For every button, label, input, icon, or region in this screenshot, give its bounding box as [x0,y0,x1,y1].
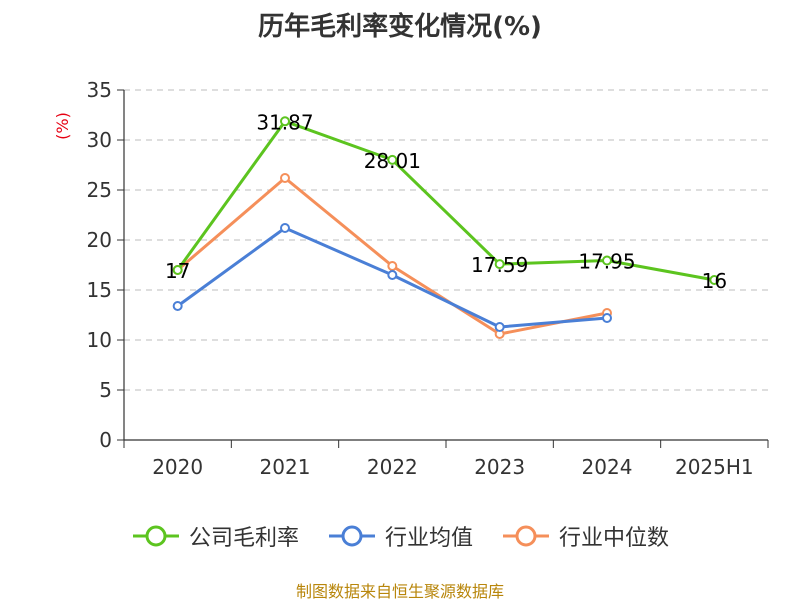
series-1-point [494,322,505,332]
series-1-point [172,301,183,311]
y-tick-label: 15 [87,278,112,302]
series-2-point [387,261,398,271]
series-0-point [494,259,505,270]
series-0-point [709,275,720,285]
y-axis-unit-label: (%) [53,112,72,140]
chart-title: 历年毛利率变化情况(%) [258,12,542,42]
legend-item-1[interactable]: 行业均值 [327,520,473,552]
series-2-point [280,173,290,183]
data-labels: 17 31.87 28.01 17.59 17.95 16 [165,110,727,293]
series-lines [172,116,720,339]
legend-label: 行业均值 [384,526,473,551]
series-1-point [602,313,612,323]
grid-lines [124,89,768,391]
x-tick-label: 2020 [152,455,203,479]
data-label: 17 [165,259,190,283]
x-tick-label: 2022 [367,455,418,479]
x-tick-label: 2024 [582,455,633,479]
series-0-point [280,116,290,127]
data-label: 28.01 [364,149,421,173]
legend-marker-icon [503,525,549,547]
y-tick-label: 20 [87,228,112,252]
series-0-point [172,265,183,275]
legend-label: 行业中位数 [559,526,670,551]
legend: 公司毛利率 行业均值 行业中位数 [0,520,800,552]
source-footer: 制图数据来自恒生聚源数据库 [295,582,504,601]
x-tick-label: 2023 [474,455,525,479]
series-1-point [387,270,398,280]
y-tick-label: 10 [87,328,112,352]
y-tick-label: 35 [87,78,112,102]
axes: 0 5 10 15 20 25 30 35 2020 2021 2022 2023 2024 2025H1 [87,78,769,479]
x-tick-label: 2021 [260,455,311,479]
legend-item-0[interactable]: 公司毛利率 [131,520,299,552]
legend-marker-icon [132,525,179,547]
data-label: 16 [702,269,727,293]
legend-item-2[interactable]: 行业中位数 [501,520,669,552]
y-tick-label: 25 [87,178,112,202]
data-label: 31.87 [256,110,313,134]
legend-label: 公司毛利率 [188,526,299,551]
series-line-0 [176,119,715,282]
series-1-point [280,223,290,233]
series-line-2 [176,176,608,336]
data-label: 17.95 [578,250,635,274]
series-0-point [387,154,398,165]
y-tick-label: 30 [87,128,112,152]
series-0-point [602,255,612,266]
y-tick-label: 0 [99,428,112,452]
x-tick-label: 2025H1 [675,455,754,479]
y-tick-label: 5 [99,378,112,402]
legend-marker-icon [328,525,375,547]
data-label: 17.59 [471,253,528,277]
